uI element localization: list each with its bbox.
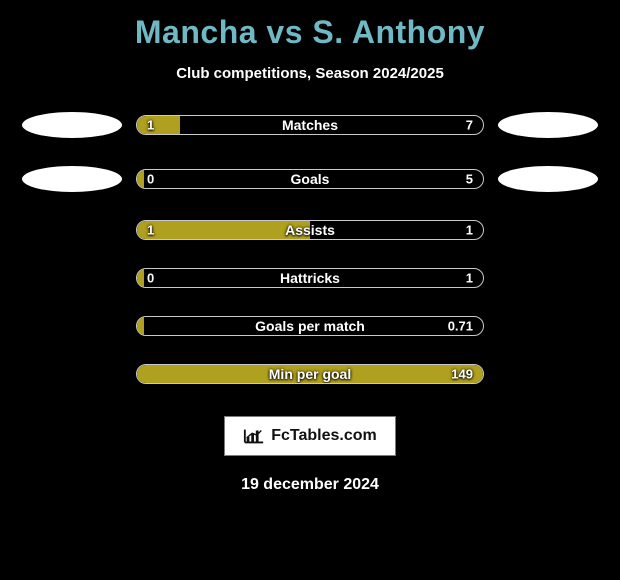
left-value: 1 bbox=[147, 118, 154, 133]
stat-label: Goals bbox=[291, 171, 330, 187]
left-value: 0 bbox=[147, 172, 154, 187]
stat-row: Min per goal 149 bbox=[0, 364, 620, 384]
bar-fill bbox=[137, 269, 144, 287]
bar-fill bbox=[137, 170, 144, 188]
stat-row: 0 Goals 5 bbox=[0, 166, 620, 192]
stat-row: Goals per match 0.71 bbox=[0, 316, 620, 336]
stat-row: 0 Hattricks 1 bbox=[0, 268, 620, 288]
stat-label: Goals per match bbox=[255, 318, 365, 334]
bar-fill bbox=[137, 317, 144, 335]
bar-fill bbox=[137, 221, 310, 239]
subtitle: Club competitions, Season 2024/2025 bbox=[0, 65, 620, 82]
right-flag bbox=[498, 166, 598, 192]
stat-bar: 1 Matches 7 bbox=[136, 115, 484, 135]
stat-bar: 0 Goals 5 bbox=[136, 169, 484, 189]
stat-row: 1 Matches 7 bbox=[0, 112, 620, 138]
right-value: 1 bbox=[466, 223, 473, 238]
comparison-card: Mancha vs S. Anthony Club competitions, … bbox=[0, 0, 620, 494]
stat-bar: Min per goal 149 bbox=[136, 364, 484, 384]
bar-chart-icon bbox=[243, 427, 265, 445]
right-value: 0.71 bbox=[448, 319, 473, 334]
stat-label: Matches bbox=[282, 117, 338, 133]
date-label: 19 december 2024 bbox=[0, 476, 620, 494]
stat-label: Min per goal bbox=[269, 366, 351, 382]
stat-bar: 1 Assists 1 bbox=[136, 220, 484, 240]
stat-bar: Goals per match 0.71 bbox=[136, 316, 484, 336]
right-flag bbox=[498, 112, 598, 138]
right-value: 149 bbox=[451, 367, 473, 382]
page-title: Mancha vs S. Anthony bbox=[0, 14, 620, 51]
stat-label: Assists bbox=[285, 222, 335, 238]
stat-row: 1 Assists 1 bbox=[0, 220, 620, 240]
stat-label: Hattricks bbox=[280, 270, 340, 286]
left-value: 1 bbox=[147, 223, 154, 238]
right-value: 5 bbox=[466, 172, 473, 187]
left-value: 0 bbox=[147, 271, 154, 286]
right-value: 1 bbox=[466, 271, 473, 286]
badge-text: FcTables.com bbox=[271, 427, 377, 445]
fctables-badge[interactable]: FcTables.com bbox=[224, 416, 396, 456]
left-flag bbox=[22, 166, 122, 192]
left-flag bbox=[22, 112, 122, 138]
right-value: 7 bbox=[466, 118, 473, 133]
bar-fill bbox=[137, 116, 180, 134]
stats-list: 1 Matches 7 0 Goals 5 1 Assists 1 0 Hattricks 1 Goal… bbox=[0, 112, 620, 384]
stat-bar: 0 Hattricks 1 bbox=[136, 268, 484, 288]
